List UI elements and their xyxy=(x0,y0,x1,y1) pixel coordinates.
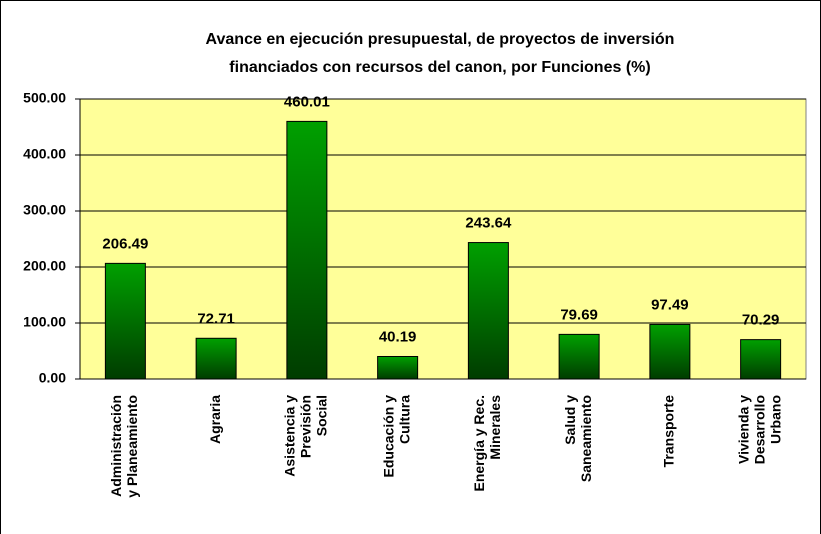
x-tick-label: Educación y xyxy=(380,395,396,478)
x-tick-label: Social xyxy=(314,395,330,436)
y-tick-label: 0.00 xyxy=(39,370,66,386)
x-tick-label: Cultura xyxy=(396,395,412,444)
bar xyxy=(649,323,691,380)
x-tick-label: Desarrollo xyxy=(751,395,767,464)
y-tick-label: 400.00 xyxy=(23,146,66,162)
x-tick-label: Previsión xyxy=(298,395,314,458)
x-tick-label: y Planeamiento xyxy=(124,395,140,498)
x-tick-label: Asistencia y xyxy=(282,395,298,477)
chart-title: Avance en ejecución presupuestal, de pro… xyxy=(206,31,675,48)
x-tick-label: Administración xyxy=(108,395,124,497)
chart-title: financiados con recursos del canon, por … xyxy=(229,59,650,76)
bar xyxy=(377,355,419,380)
plot-area xyxy=(79,98,807,380)
bar xyxy=(104,262,146,380)
data-label: 70.29 xyxy=(742,312,780,329)
data-label: 72.71 xyxy=(197,310,235,327)
y-tick-label: 200.00 xyxy=(23,258,66,274)
y-tick-label: 300.00 xyxy=(23,202,66,218)
x-tick-label: Urbano xyxy=(767,395,783,444)
bar xyxy=(195,337,237,380)
data-label: 206.49 xyxy=(102,235,148,252)
data-label: 460.01 xyxy=(284,93,330,110)
y-tick-label: 500.00 xyxy=(23,90,66,106)
x-tick-label: Salud y xyxy=(562,395,578,445)
bar xyxy=(467,242,509,380)
x-tick-label: Energía y Rec. xyxy=(471,395,487,492)
x-tick-label: Vivienda y xyxy=(735,395,751,464)
bar xyxy=(558,333,600,380)
data-label: 40.19 xyxy=(379,328,417,345)
data-label: 97.49 xyxy=(651,296,689,313)
data-label: 79.69 xyxy=(560,306,598,323)
x-tick-label: Saneamiento xyxy=(578,395,594,482)
x-tick-label: Minerales xyxy=(487,395,503,460)
bar xyxy=(740,339,782,380)
y-tick-label: 100.00 xyxy=(23,314,66,330)
x-tick-label: Agraria xyxy=(207,395,223,444)
bar xyxy=(286,120,328,380)
data-label: 243.64 xyxy=(465,215,512,232)
x-tick-label: Transporte xyxy=(661,395,677,468)
